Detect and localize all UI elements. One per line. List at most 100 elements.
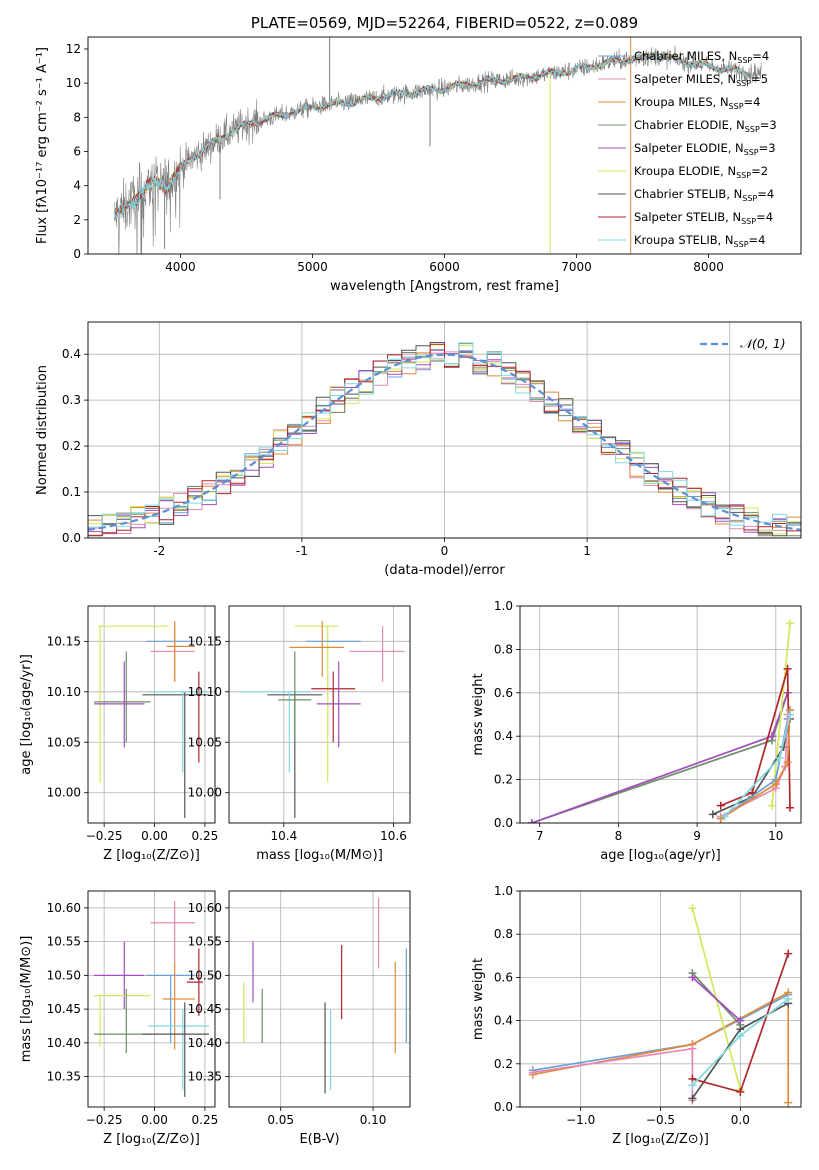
legend-tail: =4 [749,233,766,247]
chart-title: PLATE=0569, MJD=52264, FIBERID=0522, z=0… [251,14,638,32]
x-tick-label: 0 [441,544,449,558]
axes-mass-vs-ebv: 0.05 0.10 10.35 10.40 10.45 10.50 10.55 10.60 E(… [188,890,411,1147]
series-point-salpeter_elodie [527,819,536,823]
legend-label: Kroupa MILES, N [634,95,729,109]
x-axis-label: Z [log₁₀(Z/Z⊙)] [103,1132,200,1147]
y-tick-label: 10.00 [47,786,81,800]
y-tick-label: 10.60 [188,901,222,915]
y-tick-label: 0.6 [494,970,513,984]
legend-label: Chabrier STELIB, N [634,187,742,201]
series-line-salpeter_elodie [691,976,741,1022]
x-tick-label: 8000 [693,260,724,274]
plot-area-mass-weight-vs-z [528,904,793,1107]
y-tick-label: 4 [73,179,81,193]
y-tick-label: 10.55 [47,935,81,949]
plot-area-mass-vs-ebv [243,897,407,1094]
legend-sub: SSP [745,125,760,134]
x-axis-label: age [log₁₀(age/yr)] [600,848,721,863]
series-point-salpeter_stelib [716,801,725,810]
series-line-salpeter_elodie [531,692,789,823]
x-tick-label: 10.6 [380,829,407,843]
axes-mass-weight-vs-age: 7 8 9 10 0.0 0.2 0.4 0.6 0.8 1.0 age [log₁₀(age/yr… [471,599,802,863]
y-tick-label: 12 [66,42,81,56]
x-tick-label: 0.25 [192,829,219,843]
x-tick-label: 4000 [165,260,196,274]
x-tick-label: −0.25 [86,829,123,843]
legend-label: Kroupa ELODIE, N [634,164,736,178]
legend-tail: =4 [756,210,773,224]
x-tick-label: 1 [583,544,591,558]
legend-sub: SSP [737,56,752,65]
y-tick-label: 0.2 [62,439,81,453]
x-axis-label: wavelength [Angstrom, rest frame] [330,279,559,294]
legend-sub: SSP [744,148,759,157]
y-tick-label: 10.00 [188,786,222,800]
y-tick-label: 0 [73,247,81,261]
series-line-salpeter_miles [532,1047,694,1101]
series-line-kroupa_miles [720,710,791,820]
legend-entry: Kroupa ELODIE, NSSP=2 [634,164,768,180]
axes-frame [87,321,802,539]
series-point-salpeter_miles [528,1068,537,1077]
y-tick-label: 10.15 [188,634,222,648]
series-point-salpeter_stelib [783,664,792,673]
y-axis-label: mass weight [471,958,486,1040]
y-tick-label: 0.0 [494,1100,513,1114]
y-tick-label: 10.55 [188,935,222,949]
histogram-kroupa_stelib [88,342,801,528]
legend-entry: Salpeter MILES, NSSP=5 [634,72,768,88]
axes-mass-weight-vs-z: −1.0 −0.5 0.0 0.0 0.2 0.4 0.6 0.8 1.0 Z [log₁₀(Z/… [471,884,802,1147]
y-tick-label: 10.50 [47,968,81,982]
legend-sub: SSP [736,171,751,180]
axes-age-vs-z: −0.25 0.00 0.25 10.00 10.05 10.10 10.15 Z [log₁… [19,605,219,863]
axes-age-vs-mass: 10.4 10.6 10.00 10.05 10.10 10.15 mass [log₁₀(… [188,605,411,863]
legend-tail: =4 [744,95,761,109]
legend-label: Salpeter MILES, N [634,72,736,86]
y-tick-label: 10.50 [188,968,222,982]
legend-entry: Chabrier ELODIE, NSSP=3 [634,118,777,134]
x-tick-label: 0.00 [141,1113,168,1127]
x-tick-label: 7 [536,829,544,843]
series-point-salpeter_elodie [688,973,697,982]
axes-frame [519,605,802,824]
axes-frame [519,890,802,1108]
y-axis-label: mass [log₁₀(M/M⊙)] [19,936,34,1063]
x-tick-label: 2 [726,544,734,558]
series-point-chabrier_stelib [688,1094,697,1103]
series-point-salpeter_stelib [785,803,794,812]
series-point-chabrier_stelib [708,810,717,819]
series-point-kroupa_elodie [785,619,794,628]
x-tick-label: -1 [296,544,308,558]
y-tick-label: 0.1 [62,485,81,499]
y-tick-label: 0.2 [494,1057,513,1071]
y-tick-label: 10.45 [47,1002,81,1016]
x-tick-label: 10.4 [270,829,297,843]
plot-area-residuals [88,342,801,537]
y-tick-label: 1.0 [494,599,513,613]
plot-area-spectrum [113,37,762,254]
y-tick-label: 10.35 [47,1070,81,1084]
y-tick-label: 10.45 [188,1002,222,1016]
series-point-kroupa_stelib [785,710,794,719]
x-tick-label: 0.00 [141,829,168,843]
legend-label: Chabrier ELODIE, N [634,118,745,132]
y-tick-label: 10.10 [188,685,222,699]
y-axis-label: Flux [fλ10⁻¹⁷ erg cm⁻² s⁻¹ A⁻¹] [35,47,50,244]
series-point-salpeter_miles [688,1044,697,1053]
y-tick-label: 10.60 [47,901,81,915]
axes-mass-vs-z: −0.25 0.00 0.25 10.35 10.40 10.45 10.50 10.55 10… [19,890,218,1147]
series-point-kroupa_miles [783,758,792,767]
y-tick-label: 0.0 [494,816,513,830]
legend-label: 𝒩(0, 1) [740,336,786,351]
y-tick-label: 1.0 [494,884,513,898]
x-tick-label: 5000 [297,260,328,274]
y-axis-label: mass weight [471,673,486,755]
y-tick-label: 0.0 [62,531,81,545]
legend-tail: =2 [751,164,768,178]
x-tick-label: −1.0 [566,1113,595,1127]
y-tick-label: 10.10 [47,685,81,699]
y-tick-label: 10.05 [188,735,222,749]
legend-label: Salpeter STELIB, N [634,210,741,224]
legend-label: Chabrier MILES, N [634,49,737,63]
